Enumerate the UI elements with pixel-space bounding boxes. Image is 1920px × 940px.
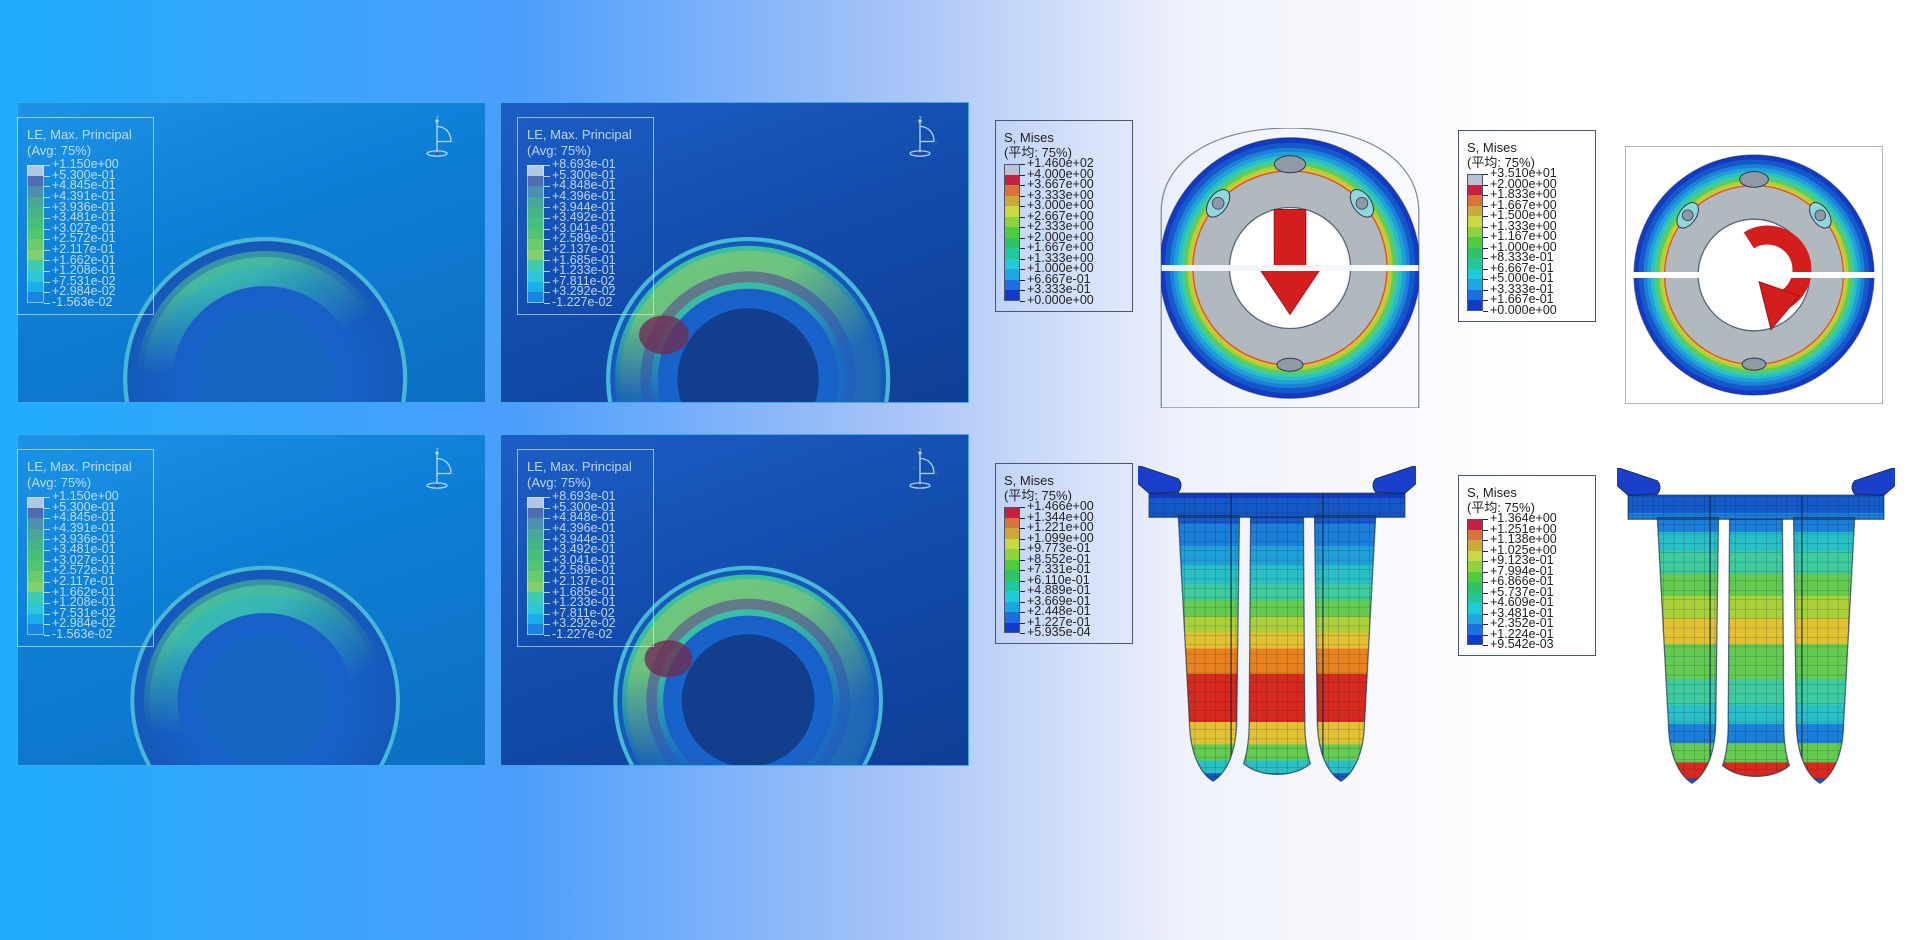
svg-text:z: z [431, 135, 433, 139]
svg-text:Y: Y [919, 447, 922, 452]
svg-text:z: z [431, 467, 433, 471]
svg-text:z: z [914, 135, 916, 139]
svg-text:Y: Y [436, 447, 439, 452]
svg-text:x: x [452, 141, 454, 145]
svg-text:x: x [935, 141, 937, 145]
svg-text:Y: Y [436, 115, 439, 120]
svg-text:x: x [935, 473, 937, 477]
svg-text:z: z [914, 467, 916, 471]
svg-text:x: x [452, 473, 454, 477]
svg-text:Y: Y [919, 115, 922, 120]
